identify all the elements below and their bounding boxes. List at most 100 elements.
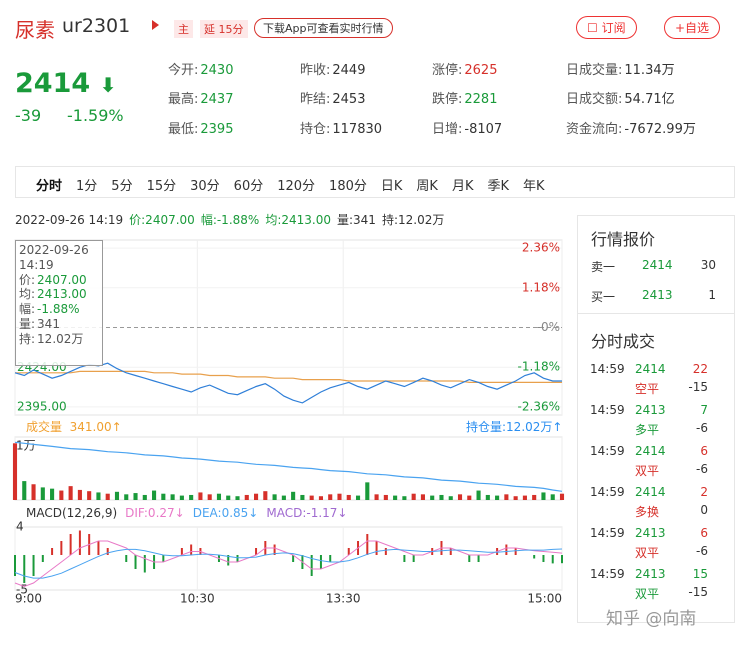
volume-bar xyxy=(253,493,259,500)
trade-volume: 6 xyxy=(700,526,708,540)
side-panel xyxy=(577,215,735,623)
tooltip-label: 价: xyxy=(19,272,36,287)
volume-bar xyxy=(281,495,286,500)
oi-line xyxy=(14,441,563,492)
x-tick-label: 10:30 xyxy=(180,592,215,606)
macd-legend-item: MACD(12,26,9) xyxy=(26,506,118,520)
volume-bar xyxy=(467,495,472,500)
down-arrow: ⬇ xyxy=(99,73,117,97)
trade-volume: 7 xyxy=(700,403,708,417)
volume-bar xyxy=(114,491,120,500)
app-note[interactable]: 下载App可查看实时行情 xyxy=(254,18,393,38)
tooltip-value: -1.88% xyxy=(37,302,80,317)
y2-tick-label: 2.36% xyxy=(522,241,560,255)
x-tick-label: 13:30 xyxy=(326,592,361,606)
tooltip-value: 12.02万 xyxy=(37,331,84,346)
trade-price: 2414 xyxy=(635,362,666,376)
tab[interactable]: 周K xyxy=(416,179,438,194)
volume-bar xyxy=(532,494,537,500)
trade-change: -6 xyxy=(696,544,708,558)
volume-bar xyxy=(161,493,166,500)
subscribe-button[interactable]: ☐ 订阅 xyxy=(576,16,637,39)
tab[interactable]: 60分 xyxy=(233,179,264,194)
tab[interactable]: 日K xyxy=(380,179,403,194)
volume-label: 成交量 xyxy=(26,420,63,434)
volume-bar xyxy=(87,491,92,500)
tab-bar xyxy=(15,166,735,198)
field-label: 日成交量: xyxy=(566,63,623,78)
quote-field: 涨停: 2625 xyxy=(432,59,497,78)
info-item: 幅:-1.88% xyxy=(200,213,260,227)
book-label: 卖一 xyxy=(591,260,616,274)
trade-change: -6 xyxy=(696,421,708,435)
watchlist-text: +自选 xyxy=(675,21,710,35)
trade-change: -15 xyxy=(688,585,708,599)
tab[interactable]: 1分 xyxy=(76,179,98,194)
volume-bar xyxy=(124,494,129,500)
tooltip-value: 2413.00 xyxy=(37,287,87,302)
x-tick-label: 15:00 xyxy=(527,592,562,606)
tabs: 分时 1分 5分 15分 30分 60分 120分 180分 日K 周K 月K 季K 年K xyxy=(36,175,559,194)
tooltip: 2022-09-26 14:19 价: 2407.00 均: 2413.00 幅: -1.88… xyxy=(15,240,103,366)
info-line: 2022-09-26 14:19 价:2407.00 幅:-1.88% 均:2413.… xyxy=(15,211,450,228)
watchlist-button[interactable]: +自选 xyxy=(664,16,721,39)
quote-field: 日成交额: 54.71亿 xyxy=(566,88,675,107)
tooltip-label: 均: xyxy=(19,287,36,302)
side-divider xyxy=(577,313,735,314)
tab[interactable]: 分时 xyxy=(36,179,63,194)
book-price: 2414 xyxy=(642,258,673,272)
tab[interactable]: 季K xyxy=(487,179,509,194)
tab[interactable]: 15分 xyxy=(146,179,177,194)
y-tick-label: 4 xyxy=(16,520,24,534)
tag-delay: 延 15分 xyxy=(200,20,248,38)
tooltip-line: 价: 2407.00 xyxy=(19,273,99,288)
volume-bar xyxy=(179,495,184,500)
trade-time: 14:59 xyxy=(590,362,625,376)
trade-change: -15 xyxy=(688,380,708,394)
quote-field: 日增: -8107 xyxy=(432,118,502,137)
volume-bar xyxy=(105,493,110,500)
trade-volume: 6 xyxy=(700,444,708,458)
field-label: 昨收: xyxy=(300,63,331,78)
volume-bar xyxy=(309,495,314,500)
trade-type: 空平 xyxy=(635,382,660,396)
volume-bar xyxy=(50,488,55,500)
volume-bar xyxy=(133,493,138,500)
trade-volume: 22 xyxy=(692,362,708,376)
volume-bar xyxy=(59,490,64,500)
volume-bar xyxy=(430,495,435,500)
trade-type: 双平 xyxy=(635,587,660,601)
trade-price: 2414 xyxy=(635,485,666,499)
volume-bar xyxy=(96,492,101,500)
volume-bar xyxy=(457,494,463,500)
panel-frame xyxy=(14,526,563,591)
volume-bar xyxy=(291,491,296,500)
info-item: 均:2413.00 xyxy=(265,213,331,227)
field-value: 117830 xyxy=(332,122,383,137)
quote-field: 最高: 2437 xyxy=(168,88,233,107)
tab[interactable]: 年K xyxy=(523,179,545,194)
contract-name: 尿素 xyxy=(15,18,55,42)
tab[interactable]: 120分 xyxy=(277,179,316,194)
tab[interactable]: 5分 xyxy=(111,179,133,194)
tab[interactable]: 180分 xyxy=(329,179,367,194)
book-label: 买一 xyxy=(591,290,616,304)
volume-bar xyxy=(411,493,416,500)
volume-bar xyxy=(216,493,222,500)
volume-bar xyxy=(328,494,333,500)
volume-bar xyxy=(476,490,481,500)
trade-volume: 15 xyxy=(692,567,708,581)
arrow-icon xyxy=(152,20,159,30)
volume-bar xyxy=(235,496,240,500)
trade-time: 14:59 xyxy=(590,567,625,581)
tab[interactable]: 30分 xyxy=(190,179,220,194)
trade-time: 14:59 xyxy=(590,403,625,417)
volume-bar xyxy=(346,494,351,500)
info-item: 2022-09-26 14:19 xyxy=(15,213,124,227)
oi-legend: 持仓量:12.02万↑ xyxy=(466,420,563,434)
volume-bar xyxy=(318,496,324,500)
field-value: 2449 xyxy=(332,63,366,78)
dif-line xyxy=(14,540,563,588)
tab[interactable]: 月K xyxy=(451,179,474,194)
info-item: 量:341 xyxy=(336,213,376,227)
